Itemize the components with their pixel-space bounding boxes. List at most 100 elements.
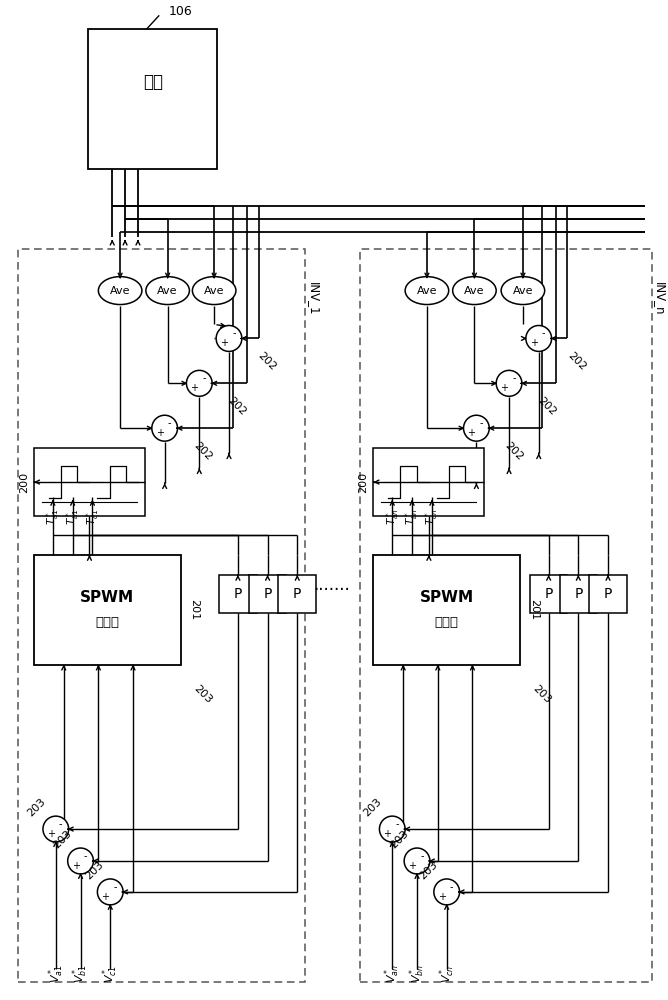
Text: 203: 203 [84,859,106,881]
Text: -: - [420,851,424,861]
Text: -: - [232,328,236,338]
Text: Ave: Ave [512,286,533,296]
Text: $T_{cn}^*$: $T_{cn}^*$ [424,509,440,525]
Bar [248,575,287,613]
Text: +: + [190,383,198,393]
Bar [18,249,305,982]
Bar [530,575,567,613]
Text: -: - [480,418,483,428]
Circle shape [98,879,123,905]
Text: 202: 202 [192,440,214,462]
Text: $V_{bn}^*$: $V_{bn}^*$ [407,964,427,983]
Text: 202: 202 [536,395,558,417]
Circle shape [43,816,69,842]
Bar [373,448,484,516]
Text: 202: 202 [503,440,525,462]
Text: Ave: Ave [464,286,485,296]
Text: 203: 203 [361,796,383,818]
Text: Ave: Ave [204,286,224,296]
Bar [279,575,316,613]
Text: -: - [59,819,63,829]
Ellipse shape [192,277,236,305]
Text: 控制器: 控制器 [435,616,459,629]
Text: +: + [383,829,391,839]
Ellipse shape [405,277,449,305]
Text: INV_n: INV_n [653,282,666,315]
Text: SPWM: SPWM [80,590,134,605]
Text: +: + [438,892,446,902]
Text: P: P [234,587,242,601]
Text: 202: 202 [565,350,588,372]
Text: 202: 202 [256,350,278,372]
Bar [34,448,145,516]
Bar [88,29,217,169]
Text: -: - [114,882,117,892]
Text: -: - [168,418,172,428]
Text: P: P [263,587,272,601]
Bar [359,249,651,982]
Text: 203: 203 [51,828,73,850]
Text: $V_{b1}^*$: $V_{b1}^*$ [71,964,90,983]
Text: 201: 201 [189,599,199,620]
Text: $V_{c1}^*$: $V_{c1}^*$ [100,965,120,983]
Circle shape [526,325,552,351]
Text: -: - [395,819,399,829]
Bar [560,575,597,613]
Text: 201: 201 [529,599,539,620]
Circle shape [379,816,405,842]
Circle shape [67,848,94,874]
Text: +: + [408,861,416,871]
Ellipse shape [146,277,190,305]
Text: ·······: ······· [313,581,350,599]
Ellipse shape [501,277,544,305]
Text: +: + [102,892,110,902]
Text: 控制器: 控制器 [96,616,120,629]
Text: P: P [293,587,301,601]
Text: +: + [71,861,79,871]
Circle shape [216,325,242,351]
Text: -: - [542,328,546,338]
Text: $T_{b1}^*$: $T_{b1}^*$ [64,508,81,525]
Text: P: P [574,587,582,601]
Text: INV_1: INV_1 [307,282,319,315]
Text: 203: 203 [418,859,440,881]
Text: $T_{an}^*$: $T_{an}^*$ [384,509,401,525]
Text: 202: 202 [226,395,248,417]
Circle shape [434,879,460,905]
Text: $V_{an}^*$: $V_{an}^*$ [383,964,402,983]
Text: SPWM: SPWM [420,590,474,605]
Text: +: + [156,428,164,438]
Text: -: - [512,373,516,383]
Ellipse shape [98,277,142,305]
Circle shape [186,370,212,396]
Text: 203: 203 [530,683,552,705]
Circle shape [496,370,522,396]
Text: Ave: Ave [110,286,130,296]
Circle shape [404,848,430,874]
Text: +: + [500,383,508,393]
Circle shape [464,415,489,441]
Text: $T_{c1}^*$: $T_{c1}^*$ [84,509,101,525]
Text: 203: 203 [191,683,213,705]
Text: +: + [530,338,538,348]
Text: P: P [544,587,553,601]
Text: +: + [468,428,476,438]
Text: 203: 203 [25,796,47,818]
Bar [373,555,520,665]
Text: $T_{bn}^*$: $T_{bn}^*$ [403,508,420,525]
Circle shape [152,415,178,441]
Text: +: + [220,338,228,348]
Text: 106: 106 [168,5,192,18]
Text: 司达: 司达 [143,73,163,91]
Text: P: P [604,587,612,601]
Text: -: - [450,882,454,892]
Bar [589,575,627,613]
Text: $V_{a1}^*$: $V_{a1}^*$ [46,964,65,983]
Text: 200: 200 [359,471,369,493]
Text: +: + [47,829,55,839]
Text: Ave: Ave [158,286,178,296]
Text: -: - [202,373,206,383]
Bar [34,555,180,665]
Text: -: - [84,851,88,861]
Ellipse shape [453,277,496,305]
